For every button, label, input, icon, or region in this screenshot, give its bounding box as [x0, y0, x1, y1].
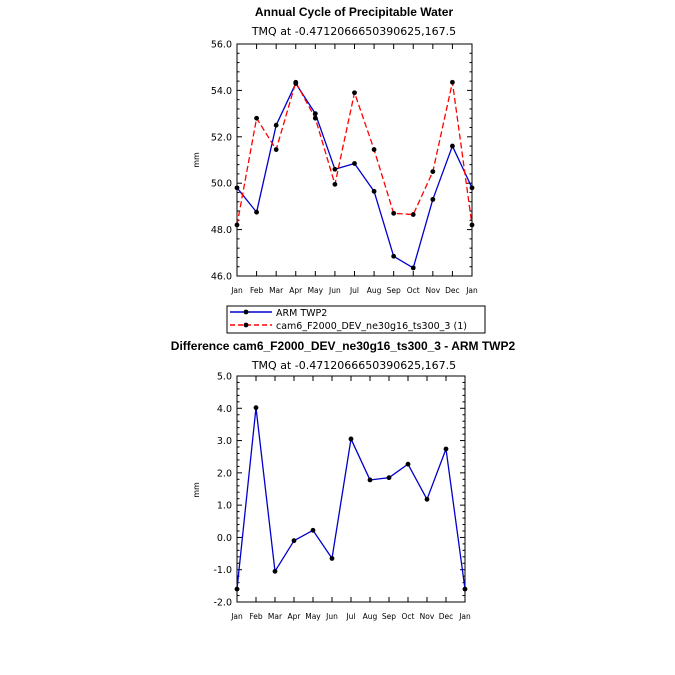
bottom-x-tick-label: Jan	[458, 612, 471, 621]
top-x-tick-label: Mar	[269, 286, 284, 295]
top-series-1-point	[293, 79, 299, 85]
top-series-0-point	[430, 197, 436, 202]
legend-marker-arm	[243, 309, 249, 315]
bottom-series-0-point	[443, 446, 449, 452]
top-y-axis-label: mm	[192, 152, 201, 168]
top-series-1-point	[430, 169, 436, 175]
bottom-y-tick-label: 0.0	[217, 533, 232, 544]
top-series-0-point	[234, 185, 240, 191]
top-series-0-point	[254, 209, 259, 215]
bottom-y-tick-label: 5.0	[217, 372, 232, 383]
bottom-x-tick-label: Jul	[345, 612, 355, 621]
legend-label-cam6: cam6_F2000_DEV_ne30g16_ts300_3 (1)	[276, 321, 467, 332]
top-x-tick-label: Jan	[230, 286, 243, 295]
bottom-series-0-point	[253, 405, 259, 411]
top-series-1-point	[391, 210, 397, 216]
top-series-0-point	[273, 122, 279, 128]
top-x-tick-label: Oct	[407, 286, 420, 295]
bottom-series-0-point	[462, 586, 468, 592]
top-series-0-point	[469, 185, 475, 191]
bottom-y-tick-label: -1.0	[213, 565, 232, 576]
bottom-y-axis-label: mm	[192, 482, 201, 498]
bottom-x-tick-label: Dec	[439, 612, 454, 621]
bottom-series-0-point	[310, 527, 316, 533]
bottom-x-tick-label: Aug	[363, 612, 378, 621]
top-series-1-point	[450, 79, 455, 85]
top-y-tick-label: 50.0	[211, 179, 232, 190]
bottom-chart-title: Difference cam6_F2000_DEV_ne30g16_ts300_…	[171, 339, 516, 353]
top-y-tick-label: 54.0	[211, 86, 232, 97]
bottom-series-0-point	[272, 568, 278, 574]
bottom-y-tick-label: 1.0	[217, 501, 232, 512]
bottom-series-0-point	[424, 496, 430, 502]
top-series-1-point	[352, 90, 357, 96]
top-x-tick-label: Jan	[465, 286, 478, 295]
top-chart-title: Annual Cycle of Precipitable Water	[255, 5, 454, 19]
top-y-tick-label: 48.0	[211, 225, 232, 236]
bottom-x-tick-label: Apr	[288, 612, 302, 621]
legend-label-arm: ARM TWP2	[276, 308, 327, 319]
bottom-x-tick-label: Oct	[402, 612, 415, 621]
top-series-1-point	[371, 147, 377, 152]
bottom-y-tick-label: 2.0	[217, 468, 232, 479]
legend-box	[226, 305, 486, 334]
top-plot-frame	[236, 43, 473, 277]
top-y-tick-label: 52.0	[211, 132, 232, 143]
top-series-0-point	[391, 253, 397, 259]
bottom-y-tick-label: 4.0	[217, 404, 232, 415]
top-series-1-line	[236, 81, 473, 226]
bottom-series-0-point	[291, 538, 297, 544]
top-chart-subtitle: TMQ at -0.4712066650390625,167.5	[251, 25, 456, 38]
top-x-tick-label: Apr	[289, 286, 303, 295]
top-y-tick-label: 46.0	[211, 272, 232, 283]
bottom-series-0-point	[405, 461, 411, 467]
bottom-x-tick-label: Feb	[249, 612, 263, 621]
top-x-tick-label: Dec	[445, 286, 460, 295]
top-series-0-point	[332, 166, 338, 172]
bottom-y-tick-label: -2.0	[213, 598, 232, 609]
top-x-tick-label: Sep	[387, 286, 401, 295]
bottom-series-0-line	[236, 406, 466, 590]
top-series-1-point	[254, 115, 259, 121]
bottom-chart-subtitle: TMQ at -0.4712066650390625,167.5	[251, 359, 456, 372]
top-series-1-point	[312, 115, 318, 121]
top-series-0-point	[450, 143, 455, 149]
bottom-series-0-point	[234, 586, 240, 592]
bottom-series-0-point	[329, 556, 335, 561]
top-x-tick-label: Jul	[349, 286, 359, 295]
top-series-0-point	[352, 161, 357, 166]
top-series-0-point	[312, 111, 318, 116]
top-series-1-point	[332, 181, 338, 187]
bottom-series-0-point	[367, 477, 373, 483]
bottom-x-tick-label: May	[305, 612, 321, 621]
top-series-0-point	[410, 265, 416, 271]
top-x-tick-label: Nov	[426, 286, 441, 295]
bottom-x-tick-label: Nov	[420, 612, 435, 621]
bottom-x-tick-label: Mar	[268, 612, 283, 621]
top-x-tick-label: Feb	[250, 286, 264, 295]
top-x-tick-label: Aug	[367, 286, 382, 295]
top-y-tick-label: 56.0	[211, 40, 232, 51]
bottom-x-tick-label: Jan	[230, 612, 243, 621]
bottom-x-tick-label: Sep	[382, 612, 396, 621]
top-series-0-point	[371, 188, 377, 194]
top-series-1-point	[469, 222, 475, 228]
bottom-y-tick-label: 3.0	[217, 436, 232, 447]
legend-marker-cam6	[243, 322, 249, 328]
bottom-series-0-point	[348, 436, 354, 442]
top-series-0-line	[236, 82, 473, 269]
bottom-x-tick-label: Jun	[325, 612, 338, 621]
top-x-tick-label: May	[308, 286, 324, 295]
top-series-1-point	[234, 222, 240, 228]
bottom-series-0-point	[386, 475, 392, 481]
top-x-tick-label: Jun	[328, 286, 341, 295]
top-series-1-point	[410, 212, 416, 217]
top-series-1-point	[273, 147, 279, 152]
